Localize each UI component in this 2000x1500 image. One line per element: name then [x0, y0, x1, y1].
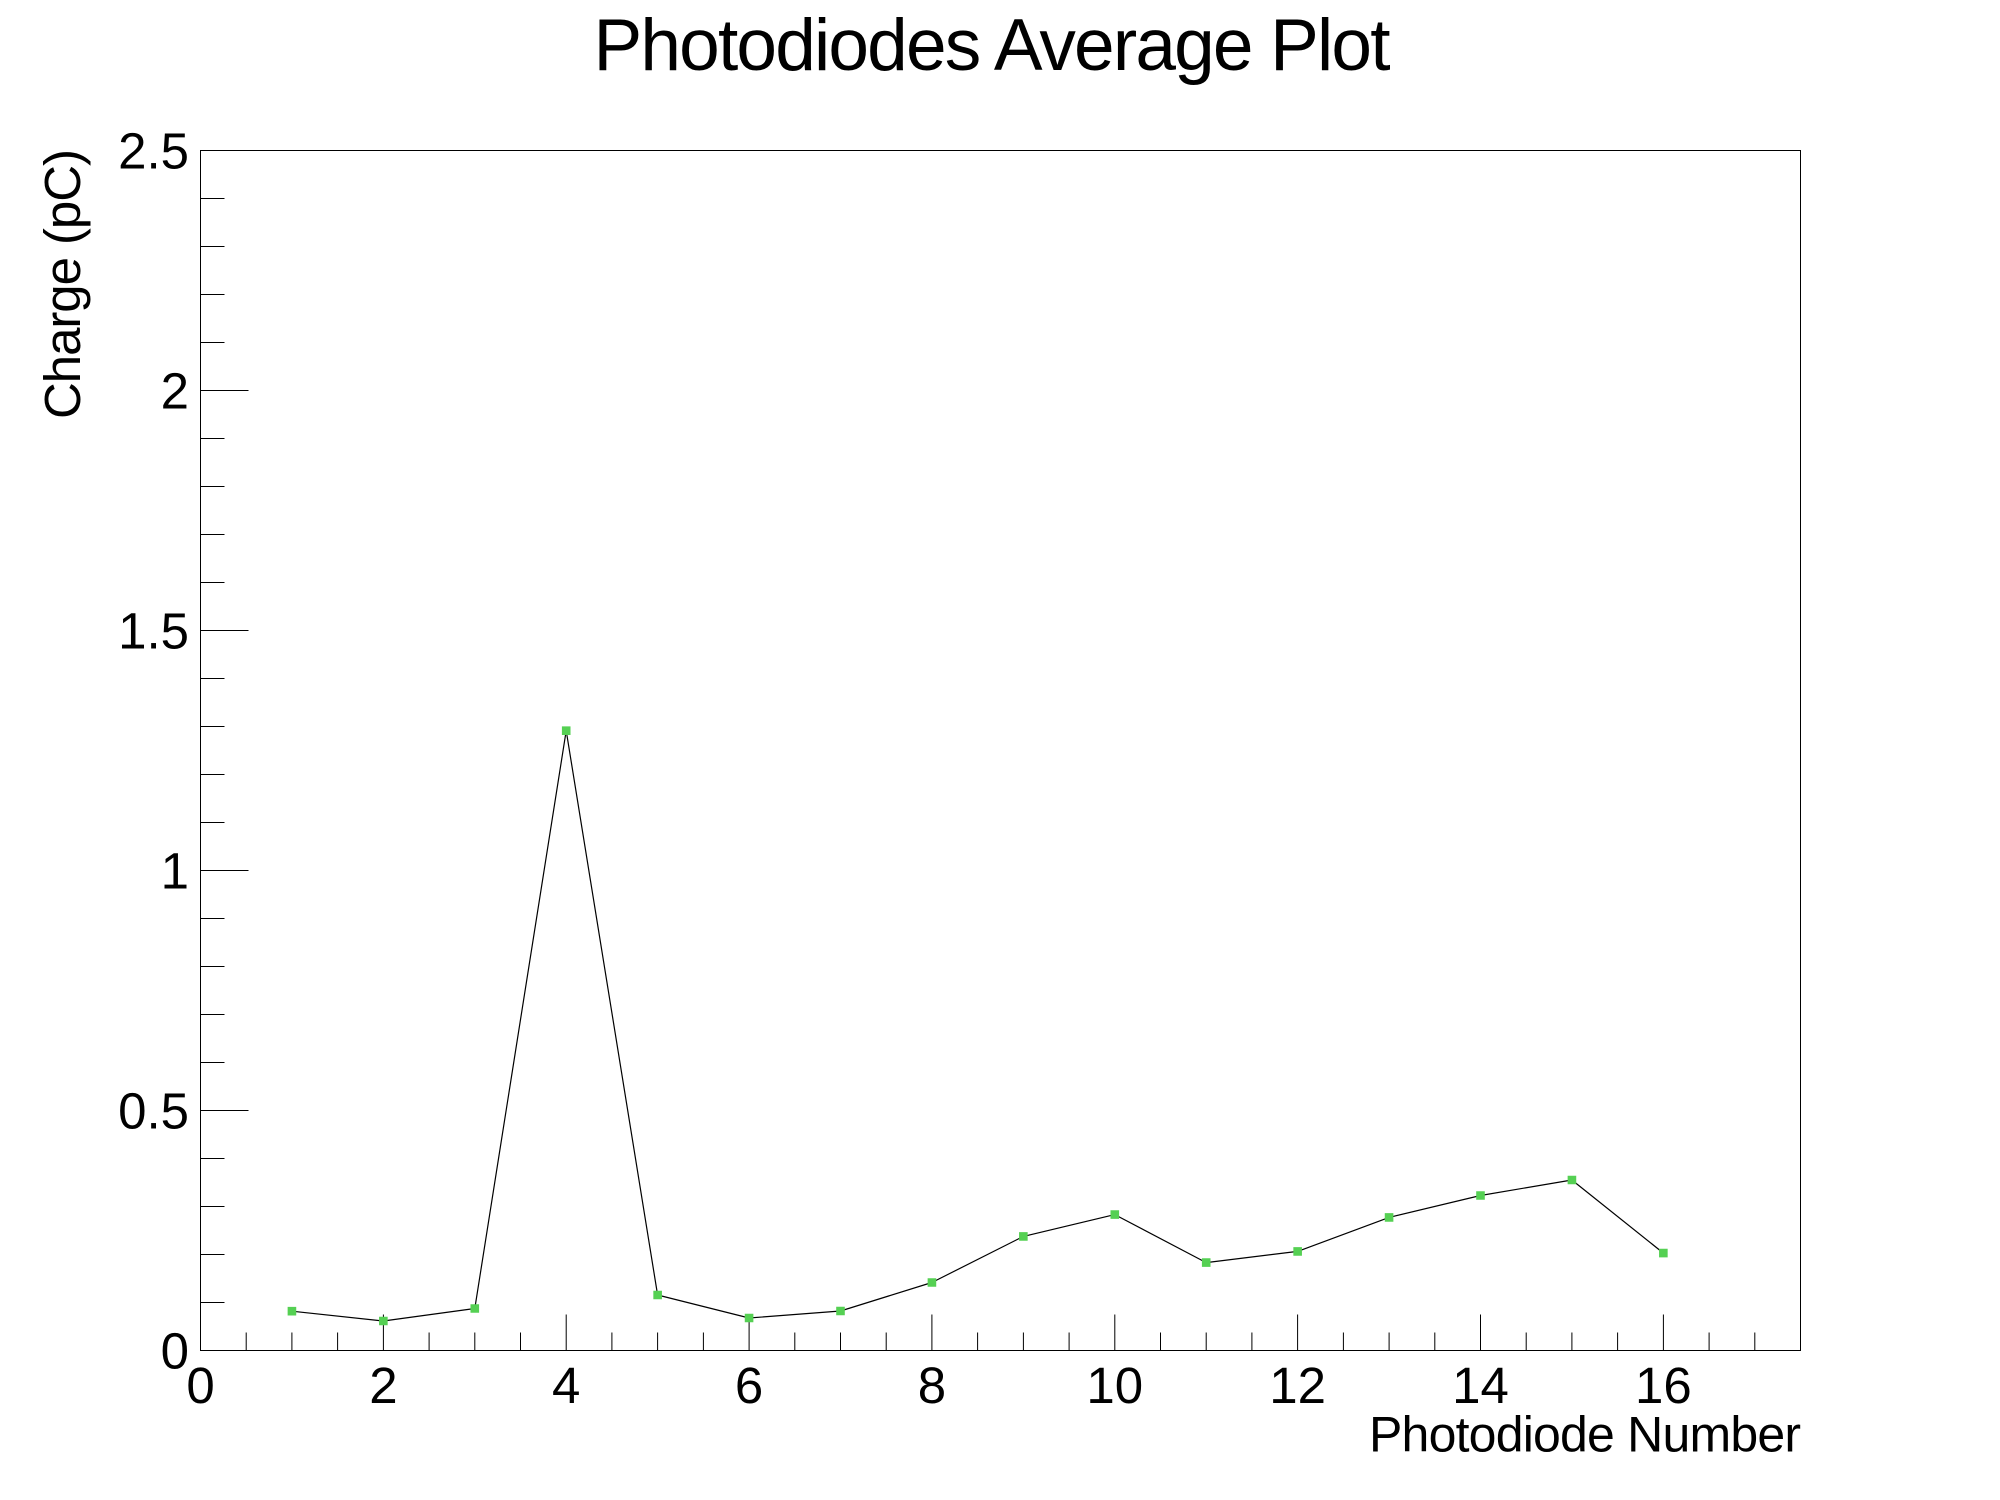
- svg-text:4: 4: [552, 1357, 580, 1414]
- svg-text:Photodiode Number: Photodiode Number: [1369, 1407, 1801, 1463]
- svg-text:0.5: 0.5: [118, 1083, 189, 1140]
- svg-text:12: 12: [1269, 1357, 1326, 1414]
- svg-text:Photodiodes Average Plot: Photodiodes Average Plot: [594, 5, 1391, 86]
- svg-text:16: 16: [1635, 1357, 1692, 1414]
- svg-text:1.5: 1.5: [118, 603, 189, 660]
- svg-text:2: 2: [161, 363, 189, 420]
- svg-text:14: 14: [1452, 1357, 1509, 1414]
- svg-text:8: 8: [918, 1357, 946, 1414]
- svg-text:1: 1: [161, 843, 189, 900]
- svg-text:6: 6: [735, 1357, 763, 1414]
- svg-text:Charge (pC): Charge (pC): [34, 149, 91, 419]
- svg-text:0: 0: [161, 1323, 189, 1380]
- svg-text:2: 2: [369, 1357, 397, 1414]
- svg-text:10: 10: [1086, 1357, 1143, 1414]
- svg-text:0: 0: [186, 1357, 214, 1414]
- svg-text:2.5: 2.5: [118, 123, 189, 180]
